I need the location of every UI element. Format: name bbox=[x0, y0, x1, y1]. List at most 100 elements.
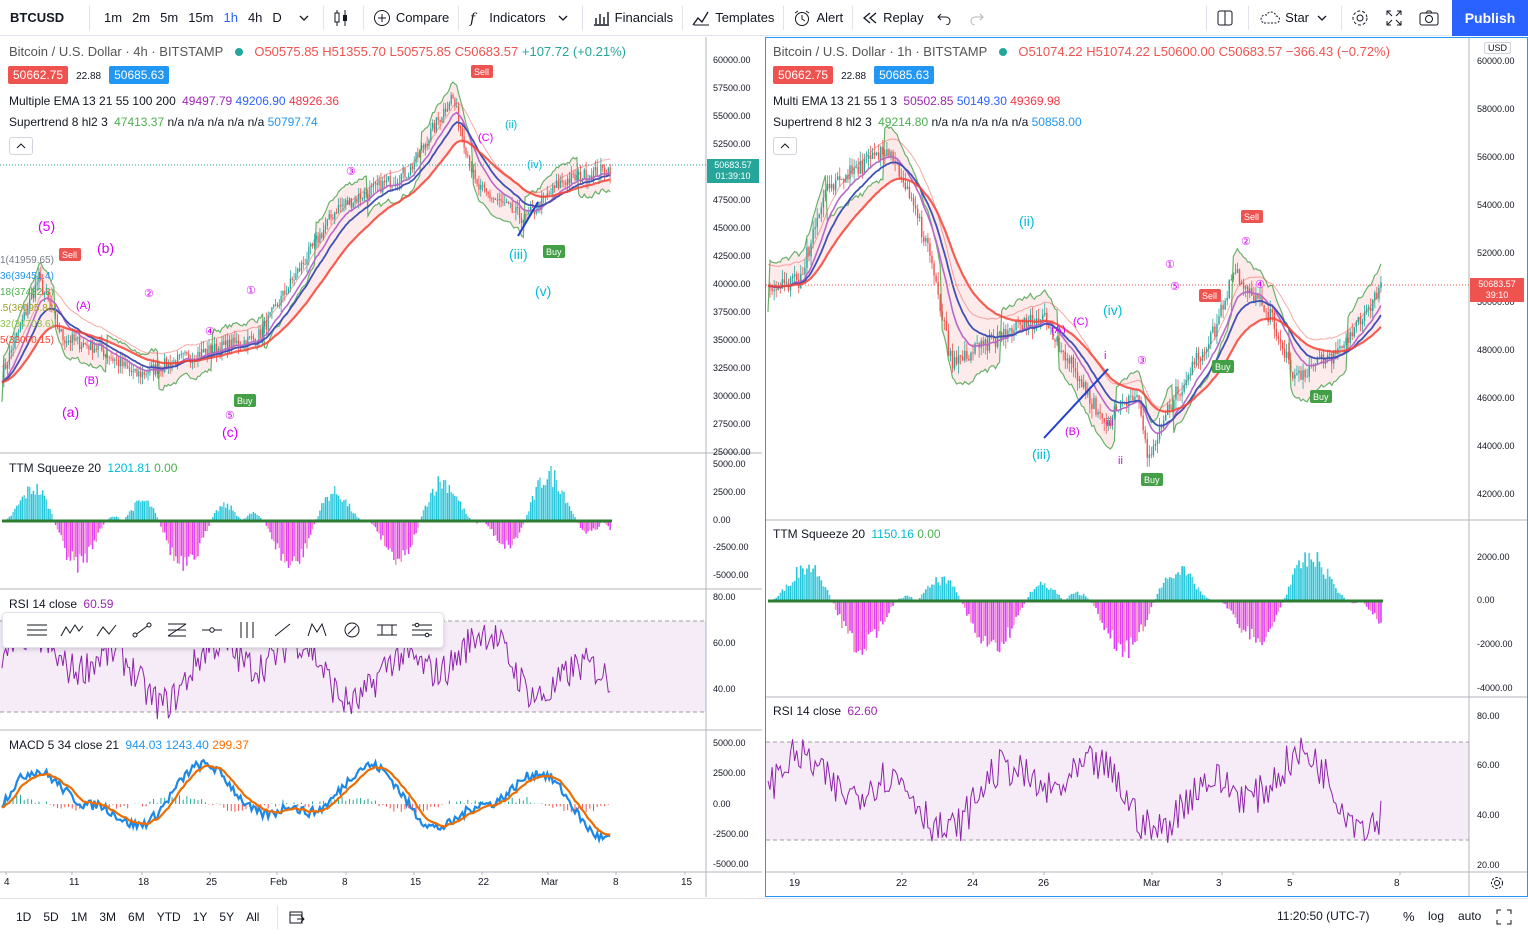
interval-1h[interactable]: 1h bbox=[223, 10, 238, 25]
range-6m[interactable]: 6M bbox=[128, 910, 145, 924]
currency-label[interactable]: USD bbox=[1484, 42, 1512, 54]
interval-15m[interactable]: 15m bbox=[188, 10, 214, 25]
compare-button[interactable]: Compare bbox=[367, 0, 455, 36]
candle-body bbox=[43, 293, 46, 295]
fullscreen-button[interactable] bbox=[1380, 0, 1413, 36]
function-icon: f bbox=[469, 11, 478, 26]
candle-body bbox=[565, 182, 567, 185]
candle-body bbox=[775, 289, 777, 291]
undo-button[interactable] bbox=[930, 0, 963, 36]
bid-price[interactable]: 50662.75 bbox=[773, 66, 834, 84]
candle-body bbox=[385, 179, 388, 183]
layout-button[interactable] bbox=[1210, 0, 1245, 36]
candle-body bbox=[1306, 376, 1308, 378]
wave-label: ① bbox=[1165, 259, 1175, 271]
ask-price[interactable]: 50685.63 bbox=[109, 66, 170, 84]
drawtool-hline[interactable] bbox=[194, 612, 229, 648]
candle-body bbox=[91, 340, 94, 353]
log-toggle[interactable]: log bbox=[1428, 909, 1445, 923]
drawtool-abc[interactable] bbox=[89, 612, 124, 648]
drawtool-lines[interactable] bbox=[19, 612, 54, 648]
supertrend-legend[interactable]: Supertrend 8 hl2 3 47413.37 n/a n/a n/a … bbox=[9, 115, 318, 129]
replay-button[interactable]: Replay bbox=[856, 0, 929, 36]
candle-body bbox=[378, 180, 380, 186]
range-3m[interactable]: 3M bbox=[99, 910, 117, 924]
candle-body bbox=[576, 175, 578, 181]
candle-body bbox=[1156, 439, 1159, 445]
drawtool-vlines[interactable] bbox=[229, 612, 264, 648]
drawtool-trendline[interactable] bbox=[124, 612, 159, 648]
candle-body bbox=[132, 370, 134, 373]
ttm-legend[interactable]: TTM Squeeze 20 1201.81 0.00 bbox=[9, 461, 177, 475]
range-5d[interactable]: 5D bbox=[43, 910, 59, 924]
clock[interactable]: 11:20:50 (UTC-7) bbox=[1277, 909, 1370, 923]
candle-body bbox=[1343, 344, 1345, 348]
chevron-down-icon bbox=[299, 15, 309, 21]
ema-legend[interactable]: Multi EMA 13 21 55 1 3 50502.85 50149.30… bbox=[773, 94, 1060, 108]
rsi-legend[interactable]: RSI 14 close 60.59 bbox=[9, 597, 113, 611]
interval-1m[interactable]: 1m bbox=[104, 10, 123, 25]
range-1m[interactable]: 1M bbox=[70, 910, 88, 924]
macd-legend[interactable]: MACD 5 34 close 21 944.03 1243.40 299.37 bbox=[9, 738, 249, 752]
range-1d[interactable]: 1D bbox=[16, 910, 32, 924]
ttm-legend[interactable]: TTM Squeeze 20 1150.16 0.00 bbox=[773, 527, 941, 541]
settings-button[interactable] bbox=[1345, 0, 1380, 36]
chart-pane-left[interactable]: Sell Sell Buy Buy Bitcoin / U.S. Dollar · 4… bbox=[0, 37, 762, 897]
buy-signal-label: Buy bbox=[546, 247, 562, 257]
rsi-legend[interactable]: RSI 14 close 62.60 bbox=[773, 704, 877, 718]
financials-button[interactable]: Financials bbox=[586, 0, 680, 36]
chart-pane-right[interactable]: Sell Sell Buy Buy Buy Bitcoin / U.S. Dollar … bbox=[765, 37, 1528, 897]
collapse-legend-button[interactable] bbox=[9, 137, 33, 155]
range-1y[interactable]: 1Y bbox=[192, 910, 208, 924]
bid-price[interactable]: 50662.75 bbox=[8, 66, 69, 84]
goto-date-button[interactable] bbox=[281, 910, 313, 924]
supertrend-legend[interactable]: Supertrend 8 hl2 3 49214.80 n/a n/a n/a … bbox=[773, 115, 1082, 129]
candle-body bbox=[408, 175, 410, 178]
ask-price[interactable]: 50685.63 bbox=[874, 66, 935, 84]
candle-body bbox=[804, 267, 806, 275]
interval-2m[interactable]: 2m bbox=[132, 10, 151, 25]
range-ytd[interactable]: YTD bbox=[156, 910, 181, 924]
symbol-search[interactable]: BTCUSD bbox=[10, 10, 65, 25]
alert-button[interactable]: Alert bbox=[787, 0, 849, 36]
drawtool-ranges[interactable] bbox=[369, 612, 404, 648]
time-tick-label: Feb bbox=[270, 877, 288, 888]
ema-legend[interactable]: Multiple EMA 13 21 55 100 200 49497.79 4… bbox=[9, 94, 339, 108]
drawtool-wave[interactable] bbox=[54, 612, 89, 648]
range-5y[interactable]: 5Y bbox=[219, 910, 235, 924]
range-all[interactable]: All bbox=[246, 910, 260, 924]
collapse-legend-button[interactable] bbox=[773, 137, 797, 155]
redo-button[interactable] bbox=[963, 0, 996, 36]
candle-body bbox=[1082, 382, 1085, 388]
auto-toggle[interactable]: auto bbox=[1458, 909, 1482, 923]
chart-settings-button[interactable] bbox=[1490, 876, 1504, 890]
interval-4h[interactable]: 4h bbox=[247, 10, 263, 25]
divider bbox=[783, 5, 785, 30]
star-button[interactable]: Star bbox=[1252, 0, 1338, 36]
indicators-button[interactable]: f Indicators bbox=[462, 0, 578, 36]
interval-dropdown[interactable] bbox=[293, 0, 320, 36]
candle-body bbox=[886, 149, 888, 156]
drawtool-brush[interactable] bbox=[334, 612, 369, 648]
right-chart-canvas[interactable]: Sell Sell Buy Buy Buy bbox=[766, 38, 1527, 896]
interval-D[interactable]: D bbox=[272, 10, 282, 25]
indicator-tick: 2000.00 bbox=[1477, 552, 1510, 562]
drawtool-pattern[interactable] bbox=[299, 612, 334, 648]
macd-name: MACD 5 34 close 21 bbox=[9, 738, 120, 752]
candle-body bbox=[594, 167, 597, 171]
publish-button[interactable]: Publish bbox=[1452, 0, 1528, 36]
candle-body bbox=[502, 201, 504, 203]
candle-body bbox=[147, 372, 149, 375]
supertrend-upper-line bbox=[767, 138, 1382, 408]
fit-screen-button[interactable] bbox=[1496, 909, 1512, 925]
percent-toggle[interactable]: % bbox=[1403, 909, 1415, 924]
candle-body bbox=[69, 340, 72, 343]
drawtool-fib[interactable] bbox=[159, 612, 194, 648]
candle-body bbox=[984, 339, 987, 346]
drawtool-ray[interactable] bbox=[264, 612, 299, 648]
screenshot-button[interactable] bbox=[1413, 0, 1450, 36]
drawtool-more[interactable] bbox=[404, 612, 439, 648]
interval-5m[interactable]: 5m bbox=[160, 10, 179, 25]
templates-button[interactable]: Templates bbox=[686, 0, 780, 36]
chart-type-button[interactable] bbox=[327, 0, 360, 36]
